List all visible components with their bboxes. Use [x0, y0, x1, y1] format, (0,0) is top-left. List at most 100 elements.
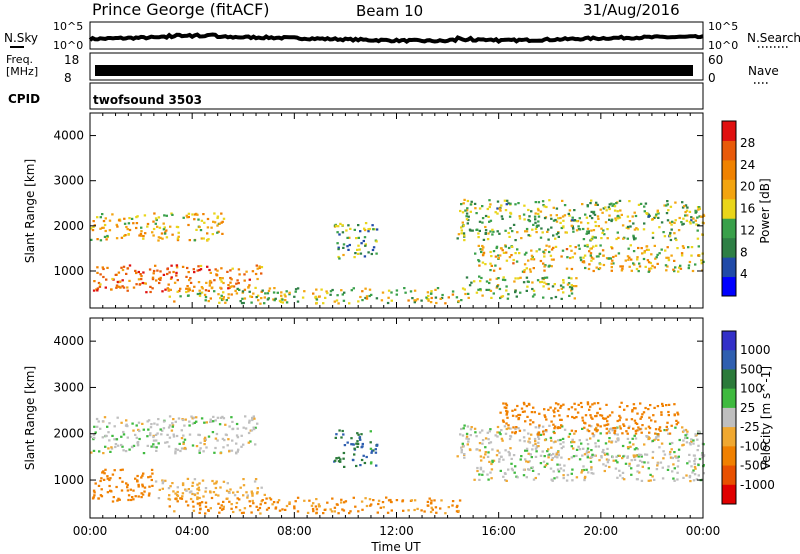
- echo-cell: [486, 238, 490, 241]
- echo-cell: [543, 217, 547, 220]
- echo-cell: [92, 438, 95, 441]
- echo-cell: [148, 268, 152, 271]
- echo-cell: [97, 484, 101, 487]
- echo-cell: [543, 429, 546, 432]
- echo-cell: [557, 453, 560, 456]
- echo-cell: [618, 216, 622, 219]
- echo-cell: [512, 454, 516, 457]
- echo-cell: [149, 432, 152, 435]
- echo-cell: [561, 199, 564, 202]
- echo-cell: [641, 460, 644, 464]
- echo-cell: [694, 433, 697, 436]
- echo-cell: [166, 433, 169, 436]
- echo-cell: [626, 437, 630, 440]
- echo-cell: [217, 502, 220, 505]
- echo-cell: [673, 270, 676, 273]
- echo-cell: [608, 218, 611, 221]
- echo-cell: [496, 200, 500, 203]
- echo-cell: [288, 293, 291, 296]
- echo-cell: [661, 477, 665, 480]
- echo-cell: [183, 446, 187, 450]
- echo-cell: [527, 208, 530, 212]
- echo-cell: [114, 445, 117, 449]
- echo-cell: [618, 405, 622, 408]
- echo-cell: [296, 300, 300, 303]
- echo-cell: [507, 202, 510, 205]
- echo-cell: [148, 492, 151, 495]
- echo-cell: [560, 255, 563, 258]
- echo-cell: [451, 293, 455, 296]
- echo-cell: [191, 500, 195, 503]
- echo-cell: [185, 287, 188, 290]
- echo-cell: [238, 288, 241, 291]
- echo-cell: [503, 425, 507, 428]
- echo-cell: [248, 419, 251, 422]
- echo-cell: [614, 440, 618, 443]
- echo-cell: [643, 205, 646, 208]
- echo-cell: [251, 416, 254, 419]
- echo-cell: [595, 414, 598, 418]
- echo-cell: [310, 504, 314, 507]
- echo-cell: [123, 217, 126, 220]
- echo-cell: [570, 277, 573, 280]
- echo-cell: [263, 302, 266, 305]
- echo-cell: [602, 254, 605, 257]
- echo-cell: [614, 467, 618, 470]
- echo-cell: [132, 429, 135, 432]
- echo-cell: [425, 296, 428, 299]
- echo-cell: [273, 287, 276, 290]
- echo-cell: [349, 227, 352, 230]
- echo-cell: [474, 207, 477, 210]
- echo-cell: [149, 285, 152, 288]
- echo-cell: [375, 252, 378, 255]
- echo-cell: [356, 440, 359, 443]
- echo-cell: [170, 212, 173, 215]
- echo-cell: [603, 469, 606, 473]
- echo-cell: [618, 414, 621, 417]
- echo-cell: [552, 206, 555, 209]
- echo-cell: [670, 448, 673, 451]
- echo-cell: [554, 407, 557, 410]
- echo-cell: [210, 496, 214, 500]
- echo-cell: [230, 449, 234, 452]
- echo-cell: [670, 254, 673, 257]
- echo-cell: [377, 502, 380, 506]
- echo-cell: [208, 268, 211, 272]
- echo-cell: [186, 266, 189, 270]
- echo-cell: [672, 463, 675, 466]
- echo-cell: [540, 280, 544, 283]
- echo-cell: [251, 494, 254, 497]
- echo-cell: [643, 210, 646, 213]
- echo-cell: [98, 450, 101, 453]
- echo-cell: [147, 428, 150, 431]
- echo-cell: [599, 244, 602, 247]
- echo-cell: [121, 268, 125, 272]
- echo-cell: [685, 441, 689, 444]
- echo-cell: [174, 420, 177, 423]
- echo-cell: [202, 213, 205, 216]
- echo-cell: [496, 230, 499, 233]
- echo-cell: [179, 287, 182, 290]
- echo-cell: [546, 230, 549, 233]
- echo-cell: [196, 502, 200, 505]
- echo-cell: [626, 225, 630, 228]
- echo-cell: [527, 452, 530, 455]
- echo-cell: [590, 425, 593, 428]
- echo-cell: [255, 296, 258, 299]
- echo-cell: [487, 438, 490, 441]
- echo-cell: [606, 420, 609, 423]
- echo-cell: [278, 509, 282, 512]
- echo-cell: [240, 434, 243, 437]
- echo-cell: [501, 439, 504, 442]
- echo-cell: [252, 426, 255, 429]
- echo-cell: [376, 511, 379, 514]
- echo-cell: [224, 423, 227, 426]
- echo-cell: [348, 512, 351, 515]
- echo-cell: [602, 229, 605, 232]
- echo-cell: [268, 496, 272, 500]
- echo-cell: [481, 217, 485, 220]
- echo-cell: [562, 403, 565, 406]
- echo-cell: [682, 443, 685, 446]
- echo-cell: [113, 425, 116, 428]
- echo-cell: [129, 488, 132, 491]
